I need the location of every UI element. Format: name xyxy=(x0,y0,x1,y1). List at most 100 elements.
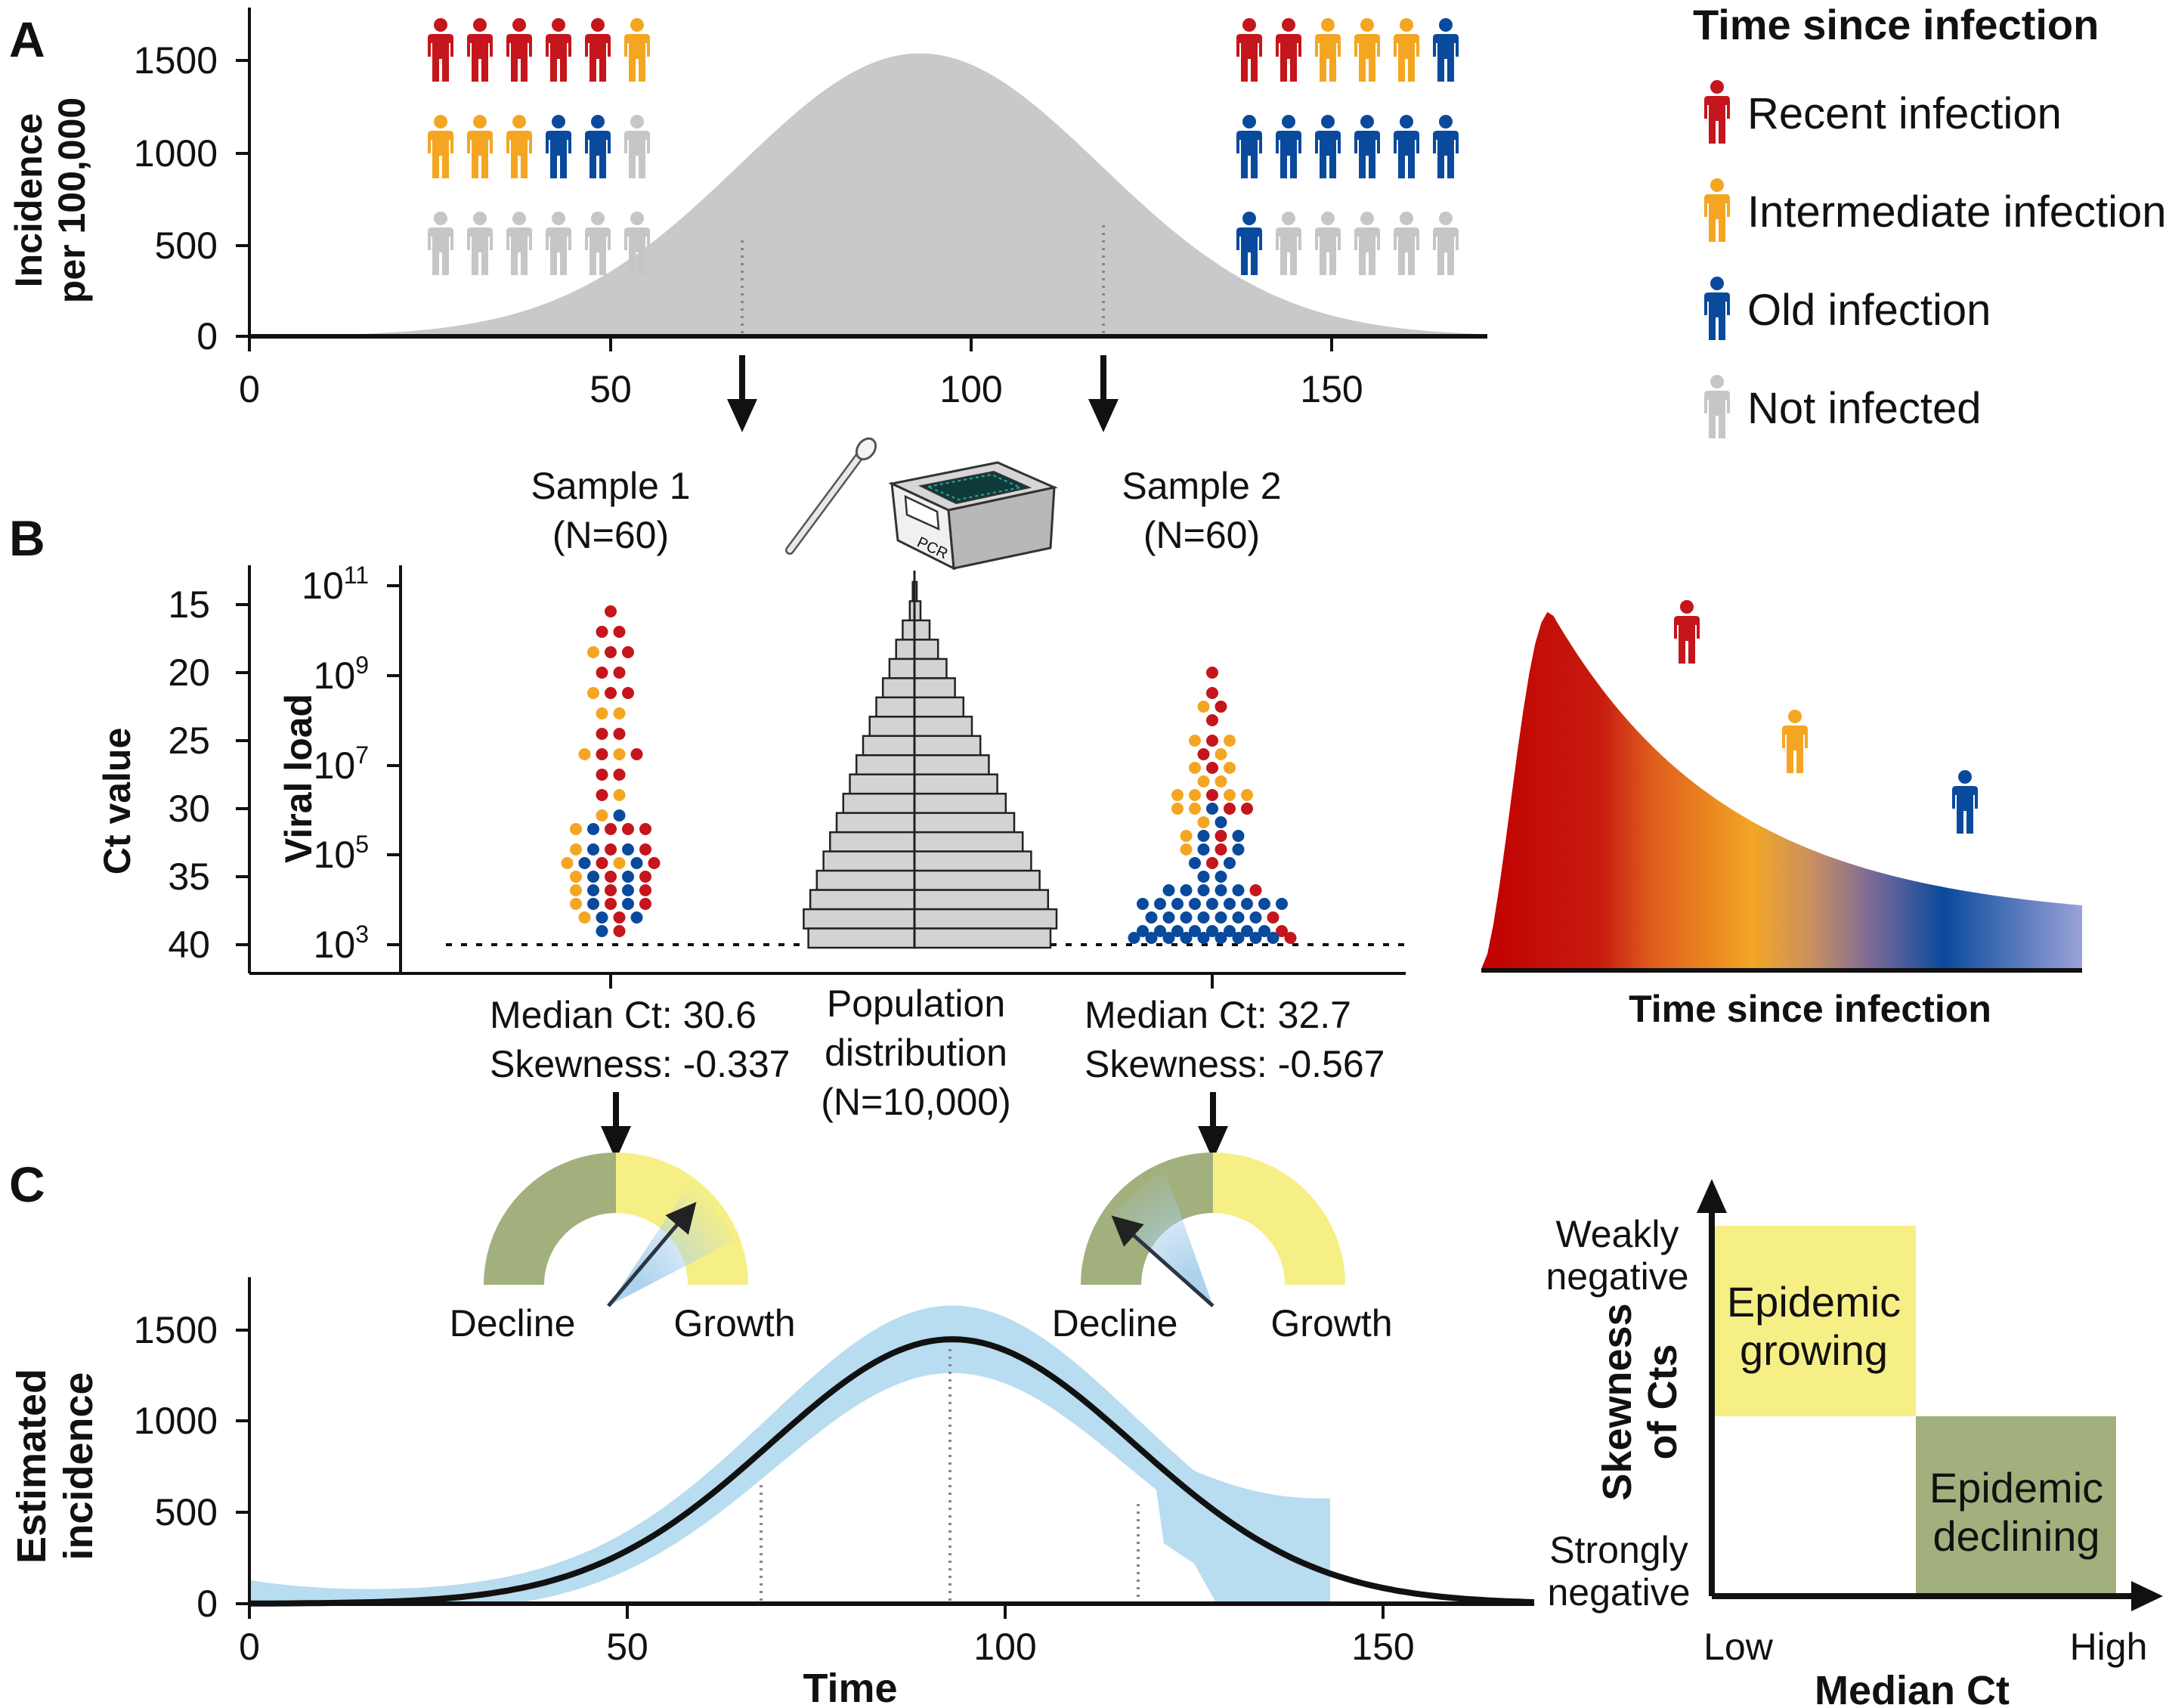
panel-c-x-tick-100: 100 xyxy=(973,1626,1036,1668)
intermediate-person-icon xyxy=(1354,18,1380,82)
old-person-icon xyxy=(1236,212,1262,275)
legend-item-old: Old infection xyxy=(1747,286,1991,335)
sample1-intermediate-dot xyxy=(587,687,599,699)
swab-icon xyxy=(785,437,877,555)
sample1-old-dot xyxy=(596,925,608,937)
panel-a-ylabel-line2: per 100,000 xyxy=(51,97,93,303)
sample2-old-dot xyxy=(1145,932,1158,944)
intermediate-infection-person-icon xyxy=(1782,710,1808,773)
sample2-intermediate-dot xyxy=(1215,748,1227,760)
viral-load-ticks: 1011 109 107 105 103 xyxy=(302,562,401,966)
not-infected-person-icon xyxy=(467,212,493,275)
sample2-old-dot xyxy=(1258,925,1270,937)
histogram-bar-right xyxy=(913,792,1007,814)
sample1-recent-dot xyxy=(605,871,617,883)
sample2-old-dot xyxy=(1232,911,1245,924)
not-infected-person-icon xyxy=(506,212,532,275)
sample1-recent-dot xyxy=(639,898,651,910)
sample1-old-dot xyxy=(613,809,626,822)
sample1-skewness: Skewness: -0.337 xyxy=(490,1043,790,1085)
histogram-bar-left xyxy=(849,773,916,795)
not-infected-person-icon xyxy=(1354,212,1380,275)
sample2-old-dot xyxy=(1206,925,1218,937)
gauge2-uncertainty-cone xyxy=(1111,1168,1213,1306)
histogram-bar-left xyxy=(868,716,916,738)
sample2-old-dot xyxy=(1189,857,1201,869)
estimate-uncertainty-band xyxy=(249,1305,1330,1604)
quad-ylabel-line1: Skewness xyxy=(1595,1303,1640,1500)
sample2-recent-dot xyxy=(1206,762,1218,774)
sample2-intermediate-dot xyxy=(1171,803,1184,815)
old-person-icon xyxy=(585,115,611,178)
sample2-old-dot xyxy=(1180,884,1193,896)
sample1-intermediate-dot xyxy=(596,809,608,822)
sample2-old-dot xyxy=(1171,898,1184,910)
histogram-bar-right xyxy=(913,831,1024,852)
panel-a-x-tick-100: 100 xyxy=(939,368,1002,410)
sample2-old-dot xyxy=(1154,898,1166,910)
recent-infection-person-icon xyxy=(1674,600,1700,664)
sample2-old-dot xyxy=(1162,911,1175,924)
quad-x-high: High xyxy=(2070,1626,2148,1668)
old-infection-person-icon xyxy=(1952,770,1978,834)
panel-c-y-tick-1500: 1500 xyxy=(134,1309,218,1351)
viral-load-tick-1e3: 103 xyxy=(314,921,369,966)
sample2-intermediate-dot xyxy=(1224,735,1236,747)
sample1-recent-dot xyxy=(596,789,608,801)
sample2-old-dot xyxy=(1145,911,1158,924)
panel-c-x-tick-50: 50 xyxy=(606,1626,648,1668)
not-infected-person-icon xyxy=(585,212,611,275)
sample1-recent-dot xyxy=(639,823,651,835)
histogram-bar-right xyxy=(913,677,956,699)
sample2-population-icons xyxy=(1236,18,1459,275)
sample2-recent-dot xyxy=(1206,857,1218,869)
ct-tick-30: 30 xyxy=(168,787,210,830)
sample1-recent-dot xyxy=(596,626,608,638)
histogram-bar-left xyxy=(842,792,916,814)
sample1-old-dot xyxy=(587,843,599,856)
old-person-icon xyxy=(1315,115,1341,178)
intermediate-person-icon xyxy=(467,115,493,178)
sample2-skewness: Skewness: -0.567 xyxy=(1085,1043,1385,1085)
not-infected-person-icon xyxy=(1433,212,1459,275)
sample1-title: Sample 1 xyxy=(531,465,690,507)
panel-c-ylabel-line1: Estimated xyxy=(9,1369,54,1564)
sample2-intermediate-dot xyxy=(1224,789,1236,801)
epidemic-growing-region xyxy=(1712,1226,1916,1416)
sample1-intermediate-dot xyxy=(570,843,582,856)
intermediate-person-icon xyxy=(1394,18,1419,82)
histogram-bar-right xyxy=(913,716,973,738)
sample2-old-dot xyxy=(1180,932,1193,944)
sample2-intermediate-dot xyxy=(1180,830,1193,842)
sample1-recent-dot xyxy=(613,626,626,638)
not-infected-person-icon xyxy=(1276,212,1301,275)
sample1-population-icons xyxy=(428,18,650,275)
panel-a-y-ticks: 1500 1000 500 0 xyxy=(134,39,249,357)
tsi-axis-title: Time since infection xyxy=(1629,988,1991,1030)
sample2-n: (N=60) xyxy=(1143,514,1260,556)
sample1-intermediate-dot xyxy=(613,707,626,719)
not-infected-person-icon xyxy=(624,115,650,178)
intermediate-person-icon xyxy=(1315,18,1341,82)
histogram-bar-left xyxy=(815,869,916,891)
histogram-bar-right xyxy=(913,754,990,776)
gauge1-needle xyxy=(607,1202,697,1307)
panel-a-y-tick-1500: 1500 xyxy=(134,39,218,82)
quad-y-bottom-line2: negative xyxy=(1547,1571,1690,1614)
viral-load-over-time-curve xyxy=(1481,611,2082,969)
sample2-title: Sample 2 xyxy=(1122,465,1281,507)
sample2-gauge-arrow xyxy=(1198,1092,1228,1160)
sample1-recent-dot xyxy=(605,605,617,617)
sample2-intermediate-dot xyxy=(1171,789,1184,801)
sample2-intermediate-dot xyxy=(1197,775,1210,787)
histogram-bar-right xyxy=(913,908,1058,930)
sample2-recent-dot xyxy=(1206,714,1218,726)
histogram-bar-left xyxy=(835,812,916,834)
quad-x-axis-title: Median Ct xyxy=(1815,1668,2010,1708)
histogram-bar-right xyxy=(913,889,1050,911)
old-person-icon xyxy=(1433,115,1459,178)
sample2-recent-dot xyxy=(1206,789,1218,801)
legend-item-intermediate: Intermediate infection xyxy=(1747,187,2166,237)
population-label-line1: Population xyxy=(827,982,1005,1025)
